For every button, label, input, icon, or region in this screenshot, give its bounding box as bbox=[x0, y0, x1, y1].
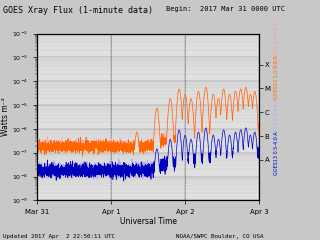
X-axis label: Universal Time: Universal Time bbox=[119, 217, 177, 226]
Text: GOES15 1.0-8.0 A: GOES15 1.0-8.0 A bbox=[274, 21, 279, 65]
Text: GOES Xray Flux (1-minute data): GOES Xray Flux (1-minute data) bbox=[3, 6, 153, 15]
Text: GOES13 0.5-4.0 A: GOES13 0.5-4.0 A bbox=[274, 132, 279, 175]
Text: Updated 2017 Apr  2 22:50:11 UTC: Updated 2017 Apr 2 22:50:11 UTC bbox=[3, 234, 115, 239]
Text: Begin:  2017 Mar 31 0000 UTC: Begin: 2017 Mar 31 0000 UTC bbox=[166, 6, 285, 12]
Text: NOAA/SWPC Boulder, CO USA: NOAA/SWPC Boulder, CO USA bbox=[176, 234, 263, 239]
Text: GOES13 1.0-8.0 A: GOES13 1.0-8.0 A bbox=[274, 55, 279, 99]
Text: GOES15 0.5-4.0 A: GOES15 0.5-4.0 A bbox=[274, 98, 279, 142]
Y-axis label: Watts m⁻²: Watts m⁻² bbox=[1, 98, 10, 136]
